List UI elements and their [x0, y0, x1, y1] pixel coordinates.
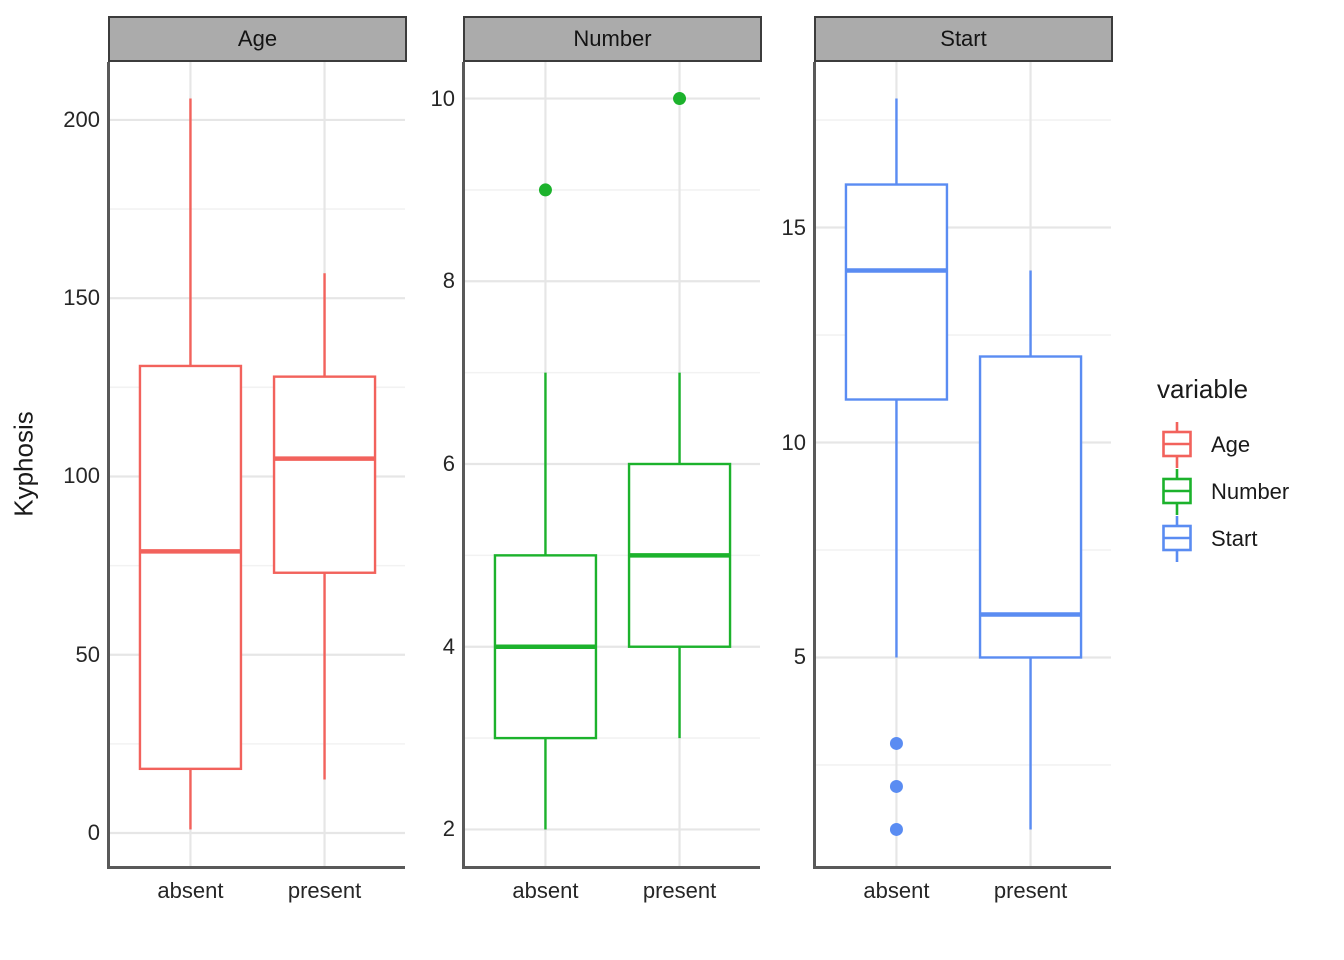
y-tick-label: 50: [75, 641, 100, 667]
facet-strip-label: Number: [573, 26, 652, 51]
legend: variable Age Number Start: [1157, 374, 1289, 562]
legend-item-label: Start: [1211, 525, 1258, 551]
legend-item-label: Number: [1211, 478, 1290, 504]
facet-strip: Start: [814, 16, 1113, 62]
x-tick-label: absent: [863, 878, 930, 903]
facet-panel: [462, 62, 760, 869]
boxplot-box: [978, 355, 1083, 659]
facet-panel: [107, 62, 405, 869]
panel-canvas: [465, 62, 760, 866]
y-tick-label: 2: [442, 816, 455, 842]
legend-boxplot-key-icon: [1162, 468, 1192, 515]
y-tick-label: 15: [781, 214, 806, 240]
legend-title: variable: [1157, 374, 1249, 404]
y-tick-label: 5: [793, 644, 806, 670]
y-tick-label: 10: [781, 429, 806, 455]
legend-boxplot-key-icon: [1162, 515, 1192, 562]
x-tick-label: present: [993, 878, 1068, 903]
y-tick-label: 10: [430, 85, 455, 111]
x-tick-label: absent: [157, 878, 224, 903]
boxplot-box: [138, 364, 243, 771]
x-tick-label: absent: [512, 878, 579, 903]
y-tick-label: 0: [87, 820, 100, 846]
legend-boxplot-key-icon: [1162, 421, 1192, 468]
legend-item: Age: [1157, 421, 1289, 468]
facet-strip-label: Start: [940, 26, 987, 51]
panel-canvas: [816, 62, 1111, 866]
legend-item: Number: [1157, 468, 1289, 515]
y-tick-label: 150: [63, 285, 100, 311]
legend-item: Start: [1157, 515, 1289, 562]
legend-item-label: Age: [1211, 431, 1251, 457]
y-tick-label: 4: [442, 633, 455, 659]
y-tick-label: 100: [63, 463, 100, 489]
boxplot-box: [272, 375, 377, 574]
x-tick-label: present: [287, 878, 362, 903]
facet-strip: Age: [108, 16, 407, 62]
legend-items: Age Number Start: [1157, 421, 1289, 562]
outlier-point: [889, 779, 903, 793]
facet-strip: Number: [463, 16, 762, 62]
y-tick-label: 200: [63, 106, 100, 132]
y-tick-label: 6: [442, 451, 455, 476]
outlier-point: [889, 736, 903, 750]
y-tick-label: 8: [442, 268, 455, 294]
panel-canvas: [110, 62, 405, 866]
boxplot-box: [844, 183, 949, 401]
outlier-point: [538, 183, 552, 197]
facet-strip-label: Age: [237, 26, 278, 51]
facet-panel: [813, 62, 1111, 869]
outlier-point: [889, 822, 903, 836]
x-tick-label: present: [642, 878, 717, 903]
outlier-point: [673, 92, 687, 106]
